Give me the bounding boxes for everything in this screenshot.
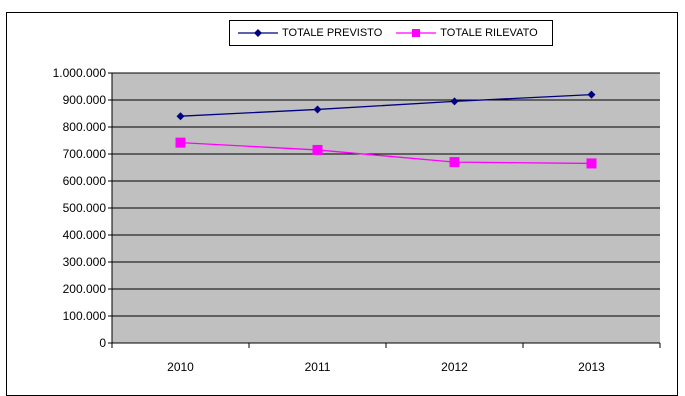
series-line bbox=[180, 142, 592, 165]
legend-item-previsto: TOTALE PREVISTO bbox=[238, 27, 382, 39]
y-tick-label: 0 bbox=[99, 336, 106, 350]
x-axis: 2010 2011 2012 2013 bbox=[111, 342, 661, 374]
y-tick-label: 100.000 bbox=[63, 309, 107, 323]
chart-legend: TOTALE PREVISTO TOTALE RILEVATO bbox=[229, 20, 553, 46]
legend-label-rilevato: TOTALE RILEVATO bbox=[440, 27, 538, 39]
x-tick-label: 2013 bbox=[578, 360, 605, 374]
y-tick-label: 600.000 bbox=[63, 174, 107, 188]
y-tick-label: 1.000.000 bbox=[53, 66, 107, 80]
data-point bbox=[449, 157, 460, 168]
legend-swatch-rilevato bbox=[396, 27, 437, 39]
data-point bbox=[586, 158, 597, 169]
y-tick-label: 700.000 bbox=[63, 147, 107, 161]
data-point bbox=[176, 112, 185, 121]
y-tick-label: 200.000 bbox=[63, 282, 107, 296]
x-tick-label: 2010 bbox=[167, 360, 194, 374]
data-point bbox=[313, 105, 322, 114]
x-tick-label: 2011 bbox=[305, 360, 331, 374]
legend-item-rilevato: TOTALE RILEVATO bbox=[396, 27, 538, 39]
gridlines bbox=[112, 72, 660, 317]
y-axis: 0 100.000 200.000 300.000 400.000 500.000 600.… bbox=[53, 66, 113, 350]
y-tick-label: 500.000 bbox=[63, 201, 107, 215]
data-point bbox=[312, 144, 323, 155]
y-tick-label: 800.000 bbox=[63, 120, 107, 134]
y-tick-label: 400.000 bbox=[63, 228, 107, 242]
legend-label-previsto: TOTALE PREVISTO bbox=[282, 27, 383, 39]
series-line bbox=[180, 93, 592, 117]
y-tick-label: 300.000 bbox=[63, 255, 107, 269]
series-group bbox=[175, 90, 597, 169]
series-previsto bbox=[176, 90, 596, 121]
data-point bbox=[450, 97, 459, 106]
y-tick-label: 900.000 bbox=[63, 93, 107, 107]
series-rilevato bbox=[175, 137, 597, 169]
legend-swatch-previsto bbox=[238, 27, 278, 39]
x-tick-label: 2012 bbox=[441, 360, 468, 374]
data-point bbox=[587, 90, 596, 99]
data-point bbox=[175, 137, 186, 148]
